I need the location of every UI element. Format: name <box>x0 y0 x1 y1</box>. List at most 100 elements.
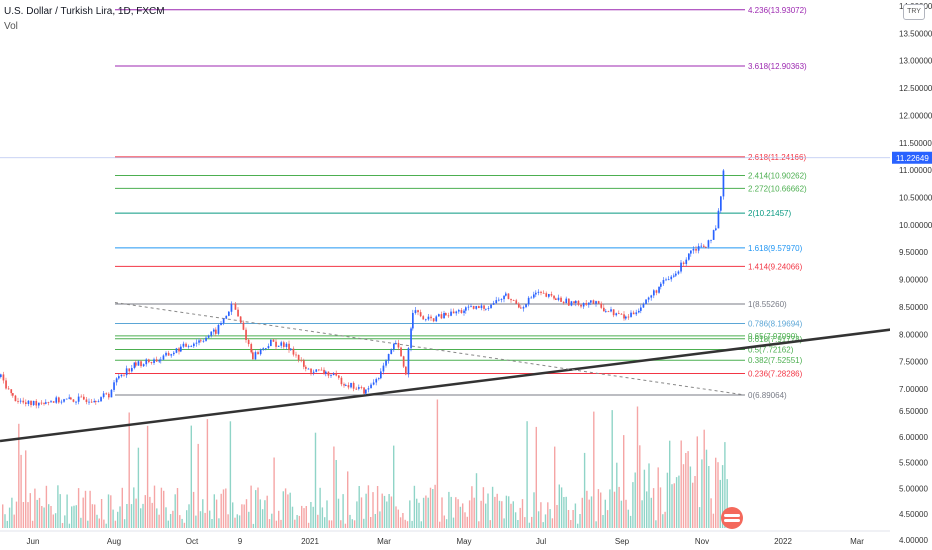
fib-level-label: 0.786(8.19694) <box>748 320 803 329</box>
volume-bar <box>480 500 482 528</box>
candle-body <box>142 364 145 367</box>
volume-bar <box>225 488 227 528</box>
volume-bar <box>257 487 259 528</box>
candle-body <box>588 302 590 305</box>
volume-bar <box>218 518 220 528</box>
candle-body <box>310 368 312 373</box>
candle-body <box>427 316 430 320</box>
volume-bar <box>333 446 335 528</box>
volume-bar <box>144 495 146 528</box>
volume-bar <box>360 497 363 528</box>
volume-bar <box>705 449 708 528</box>
volume-bar <box>128 412 130 528</box>
candle-body <box>267 346 270 349</box>
candle-body <box>417 310 419 313</box>
candle-body <box>463 310 465 313</box>
volume-bar <box>602 515 604 528</box>
volume-bar <box>126 504 128 528</box>
volume-bar <box>554 446 556 528</box>
candle-body <box>393 343 395 350</box>
volume-bar <box>558 484 560 528</box>
candle-body <box>553 295 555 299</box>
volume-bar <box>420 521 422 528</box>
candle-body <box>700 245 703 247</box>
volume-bar <box>475 473 478 528</box>
candle-body <box>193 343 195 347</box>
candle-body <box>285 343 288 347</box>
time-tick-label: Sep <box>615 537 630 546</box>
candle-body <box>575 300 577 303</box>
volume-bar <box>75 505 77 528</box>
volume-bar <box>195 515 197 528</box>
fib-level-label: 0.5(7.72162) <box>748 346 794 355</box>
volume-bar <box>514 512 517 528</box>
candle-body <box>210 331 213 336</box>
time-axis[interactable]: Jun Aug Oct 9 2021 Mar May Jul Sep Nov 2022 Mar <box>0 530 890 546</box>
candle-body <box>692 248 695 251</box>
volume-bar <box>577 523 579 528</box>
candle-body <box>412 312 414 329</box>
candle-body <box>178 348 180 352</box>
candle-body <box>685 259 688 264</box>
volume-bar <box>370 517 372 528</box>
volume-bar <box>241 504 243 528</box>
volume-bar <box>252 523 255 528</box>
volume-bar <box>209 510 211 528</box>
volume-bar <box>462 503 464 528</box>
volume-bar <box>535 426 537 528</box>
volume-bar <box>349 514 351 528</box>
candle-body <box>198 340 200 343</box>
volume-bar <box>418 502 420 528</box>
price-axis-bg <box>890 0 932 550</box>
candle-body <box>390 349 393 355</box>
volume-bar <box>406 521 409 528</box>
volume-bar <box>87 520 89 528</box>
candle-body <box>722 170 725 197</box>
candle-body <box>677 271 680 274</box>
currency-badge[interactable]: TRY <box>903 4 925 20</box>
candle-body <box>425 319 427 321</box>
candle-body <box>145 359 148 365</box>
volume-bar <box>137 447 140 528</box>
volume-bar <box>298 515 301 528</box>
volume-bar <box>291 506 294 528</box>
volume-bar <box>96 514 98 528</box>
price-axis[interactable]: 14.0000013.5000013.0000012.5000012.00000… <box>890 0 932 550</box>
candle-body <box>27 400 30 404</box>
candle-body <box>213 329 215 332</box>
candle-body <box>65 398 68 400</box>
candle-body <box>658 286 660 293</box>
candle-body <box>667 279 670 281</box>
candle-body <box>0 374 2 377</box>
candle-body <box>640 307 642 311</box>
volume-bar <box>441 497 443 528</box>
price-tick-label: 12.50000 <box>899 84 932 93</box>
candle-body <box>32 400 35 406</box>
volume-bar <box>351 519 353 528</box>
volume-bar <box>567 510 570 528</box>
volume-bar <box>114 520 117 528</box>
candle-body <box>303 360 305 367</box>
candle-body <box>290 348 292 350</box>
volume-bar <box>236 514 238 528</box>
volume-bar <box>613 491 616 528</box>
candle-body <box>697 246 700 251</box>
volume-bar <box>427 497 429 528</box>
volume-bar <box>199 511 202 528</box>
tradingview-logo-icon <box>721 507 743 529</box>
volume-bar <box>570 520 572 528</box>
fib-level-label: 0.236(7.28286) <box>748 370 803 379</box>
volume-bar <box>455 497 457 528</box>
trend-layer <box>0 157 932 443</box>
candle-body <box>557 297 560 301</box>
volume-bar <box>468 500 471 528</box>
candle-body <box>600 303 603 308</box>
candle-body <box>568 298 570 306</box>
candle-body <box>522 307 525 309</box>
volume-bar <box>335 460 337 528</box>
candle-body <box>332 373 335 376</box>
candle-body <box>465 307 467 311</box>
candle-body <box>447 315 450 317</box>
candle-body <box>318 369 320 371</box>
